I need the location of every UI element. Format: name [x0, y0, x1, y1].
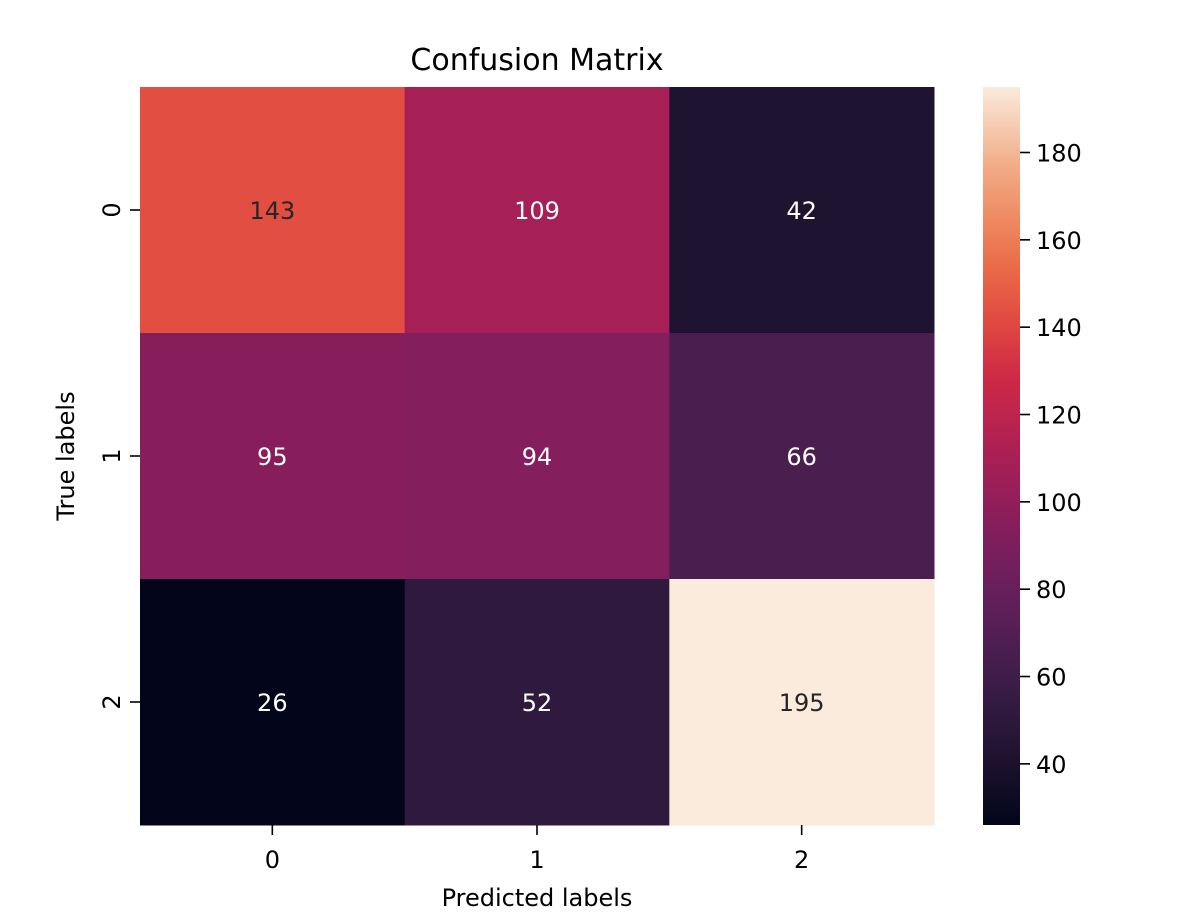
colorbar-tick-label-5: 140	[1036, 314, 1082, 342]
colorbar-tick-label-4: 120	[1036, 402, 1082, 430]
heatmap-cells	[140, 87, 935, 826]
cell-value-r2-c0: 26	[257, 689, 288, 717]
x-tick-label-0: 0	[265, 846, 280, 874]
colorbar-tick-label-2: 80	[1036, 576, 1067, 604]
cell-value-r0-c2: 42	[786, 197, 817, 225]
cell-value-r0-c1: 109	[514, 197, 560, 225]
colorbar-ticks: 40 60 80 100 120 140 160 180	[1020, 140, 1082, 779]
x-tick-label-1: 1	[529, 846, 544, 874]
y-axis: 0 1 2	[98, 202, 140, 710]
cell-value-r0-c0: 143	[249, 197, 295, 225]
cell-value-r2-c2: 195	[779, 689, 825, 717]
heatmap-cell-r0-c2	[669, 87, 935, 334]
heatmap-cell-r2-c2	[669, 579, 935, 826]
colorbar-tick-label-7: 180	[1036, 140, 1082, 168]
heatmap-cell-r1-c2	[669, 333, 935, 580]
y-tick-label-0: 0	[98, 202, 126, 217]
colorbar-tick-label-3: 100	[1036, 489, 1082, 517]
y-tick-label-2: 2	[98, 694, 126, 709]
x-axis-label: Predicted labels	[442, 884, 633, 912]
cell-value-r2-c1: 52	[522, 689, 553, 717]
heatmap-cell-r2-c0	[140, 579, 406, 826]
colorbar	[983, 87, 1020, 825]
chart-title: Confusion Matrix	[410, 43, 663, 78]
y-axis-label: True labels	[52, 391, 80, 521]
cell-value-r1-c2: 66	[786, 443, 817, 471]
heatmap-cell-r1-c1	[404, 333, 670, 580]
x-axis: 0 1 2	[265, 825, 809, 874]
heatmap-cell-r0-c1	[404, 87, 670, 334]
heatmap-cell-r0-c0	[140, 87, 406, 334]
heatmap-cell-r2-c1	[404, 579, 670, 826]
colorbar-tick-label-1: 60	[1036, 664, 1067, 692]
colorbar-tick-label-0: 40	[1036, 751, 1067, 779]
cell-value-r1-c1: 94	[522, 443, 553, 471]
y-tick-label-1: 1	[98, 448, 126, 463]
heatmap-cell-r1-c0	[140, 333, 406, 580]
colorbar-tick-label-6: 160	[1036, 227, 1082, 255]
heatmap-cell-labels: 143 109 42 95 94 66 26 52 195	[249, 197, 824, 717]
x-tick-label-2: 2	[794, 846, 809, 874]
cell-value-r1-c0: 95	[257, 443, 288, 471]
